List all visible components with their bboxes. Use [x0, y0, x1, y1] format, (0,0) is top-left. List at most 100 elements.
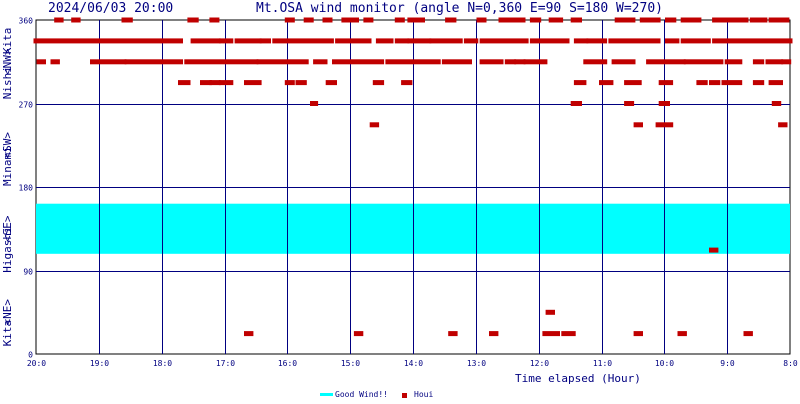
data-point-houi [573, 38, 589, 44]
data-point-houi [778, 17, 790, 23]
data-point-houi [545, 309, 555, 315]
data-point-houi [190, 38, 221, 44]
data-point-houi [407, 17, 425, 23]
y-axis-word: Higashi [1, 226, 14, 272]
data-point-houi [394, 17, 405, 23]
data-point-houi [696, 80, 708, 86]
data-point-houi [322, 17, 333, 23]
data-point-houi [476, 17, 487, 23]
data-point-houi [407, 38, 432, 44]
data-point-houi [586, 38, 608, 44]
data-point-houi [332, 59, 385, 65]
y-axis-word: Kita [1, 320, 14, 347]
data-point-houi [658, 80, 674, 86]
y-axis-word: <SW> [1, 132, 14, 159]
x-tick-label: 10:0 [655, 359, 674, 368]
legend-good-wind-label: Good Wind!! [335, 390, 388, 399]
x-tick-label: 17:0 [216, 359, 235, 368]
data-point-houi [209, 17, 220, 23]
data-point-houi [341, 17, 359, 23]
data-point-houi [561, 331, 576, 337]
y-axis-word: <NE> [1, 299, 14, 326]
y-axis-word: Kita [1, 28, 14, 55]
data-point-houi [353, 331, 364, 337]
data-point-houi [448, 331, 458, 337]
data-point-houi [548, 17, 564, 23]
data-point-houi [677, 331, 687, 337]
data-point-houi [778, 122, 788, 128]
y-axis-word: <SE> [1, 215, 14, 242]
data-point-houi [570, 17, 582, 23]
chart-title: Mt.OSA wind monitor (angle N=0,360 E=90 … [256, 1, 663, 16]
data-point-houi [284, 17, 295, 23]
data-point-houi [178, 80, 191, 86]
data-point-houi [633, 122, 643, 128]
data-point-houi [752, 80, 765, 86]
data-point-houi [743, 331, 753, 337]
data-point-houi [50, 59, 60, 65]
data-point-houi [529, 38, 570, 44]
x-tick-label: 9:0 [720, 359, 735, 368]
legend-item-good-wind: Good Wind!! [320, 390, 388, 399]
data-point-houi [633, 331, 643, 337]
data-point-houi [665, 17, 677, 23]
data-point-houi [504, 59, 517, 65]
data-point-houi [71, 17, 81, 23]
data-point-houi [335, 38, 372, 44]
data-point-houi [709, 80, 721, 86]
data-point-houi [608, 38, 661, 44]
data-point-houi [187, 17, 199, 23]
data-point-houi [90, 59, 127, 65]
x-tick-label: 13:0 [467, 359, 486, 368]
data-point-houi [709, 247, 719, 253]
y-axis-word: Nishi [1, 66, 14, 99]
data-point-houi [401, 80, 413, 86]
data-point-houi [599, 80, 614, 86]
legend-item-houi: Houi [402, 390, 433, 399]
data-point-houi [765, 59, 784, 65]
data-point-houi [272, 38, 334, 44]
data-point-houi [639, 17, 652, 23]
data-point-houi [712, 38, 793, 44]
data-point-houi [680, 38, 711, 44]
data-point-houi [646, 59, 686, 65]
data-point-houi [768, 80, 783, 86]
data-point-houi [514, 59, 526, 65]
data-point-houi [244, 331, 254, 337]
y-axis-word: <NW> [1, 48, 14, 75]
data-point-houi [614, 17, 636, 23]
data-point-houi [771, 101, 782, 106]
data-point-houi [295, 80, 307, 86]
data-point-houi [724, 59, 743, 65]
data-point-houi [665, 38, 680, 44]
data-point-houi [313, 59, 328, 65]
data-point-houi [781, 59, 792, 65]
data-point-houi [218, 80, 234, 86]
data-point-houi [209, 80, 221, 86]
data-point-houi [749, 17, 760, 23]
data-point-houi [385, 59, 441, 65]
data-point-houi [498, 17, 517, 23]
header-timestamp: 2024/06/03 20:00 [48, 1, 173, 16]
y-tick-label: 270 [19, 101, 34, 110]
data-point-houi [394, 38, 410, 44]
x-tick-label: 18:0 [153, 359, 172, 368]
data-point-houi [375, 38, 394, 44]
data-point-houi [479, 38, 529, 44]
y-axis-word: Minami [1, 146, 14, 186]
x-tick-label: 14:0 [404, 359, 423, 368]
data-point-houi [184, 59, 259, 65]
data-point-houi [33, 38, 183, 44]
data-point-houi [624, 80, 642, 86]
legend-houi-swatch [402, 393, 407, 398]
data-point-houi [649, 17, 661, 23]
legend-houi-label: Houi [414, 390, 433, 399]
data-point-houi [570, 101, 582, 106]
data-point-houi [583, 59, 608, 65]
data-point-houi [690, 17, 702, 23]
data-point-houi [445, 17, 457, 23]
data-point-houi [369, 122, 380, 128]
y-tick-label: 360 [19, 17, 34, 26]
